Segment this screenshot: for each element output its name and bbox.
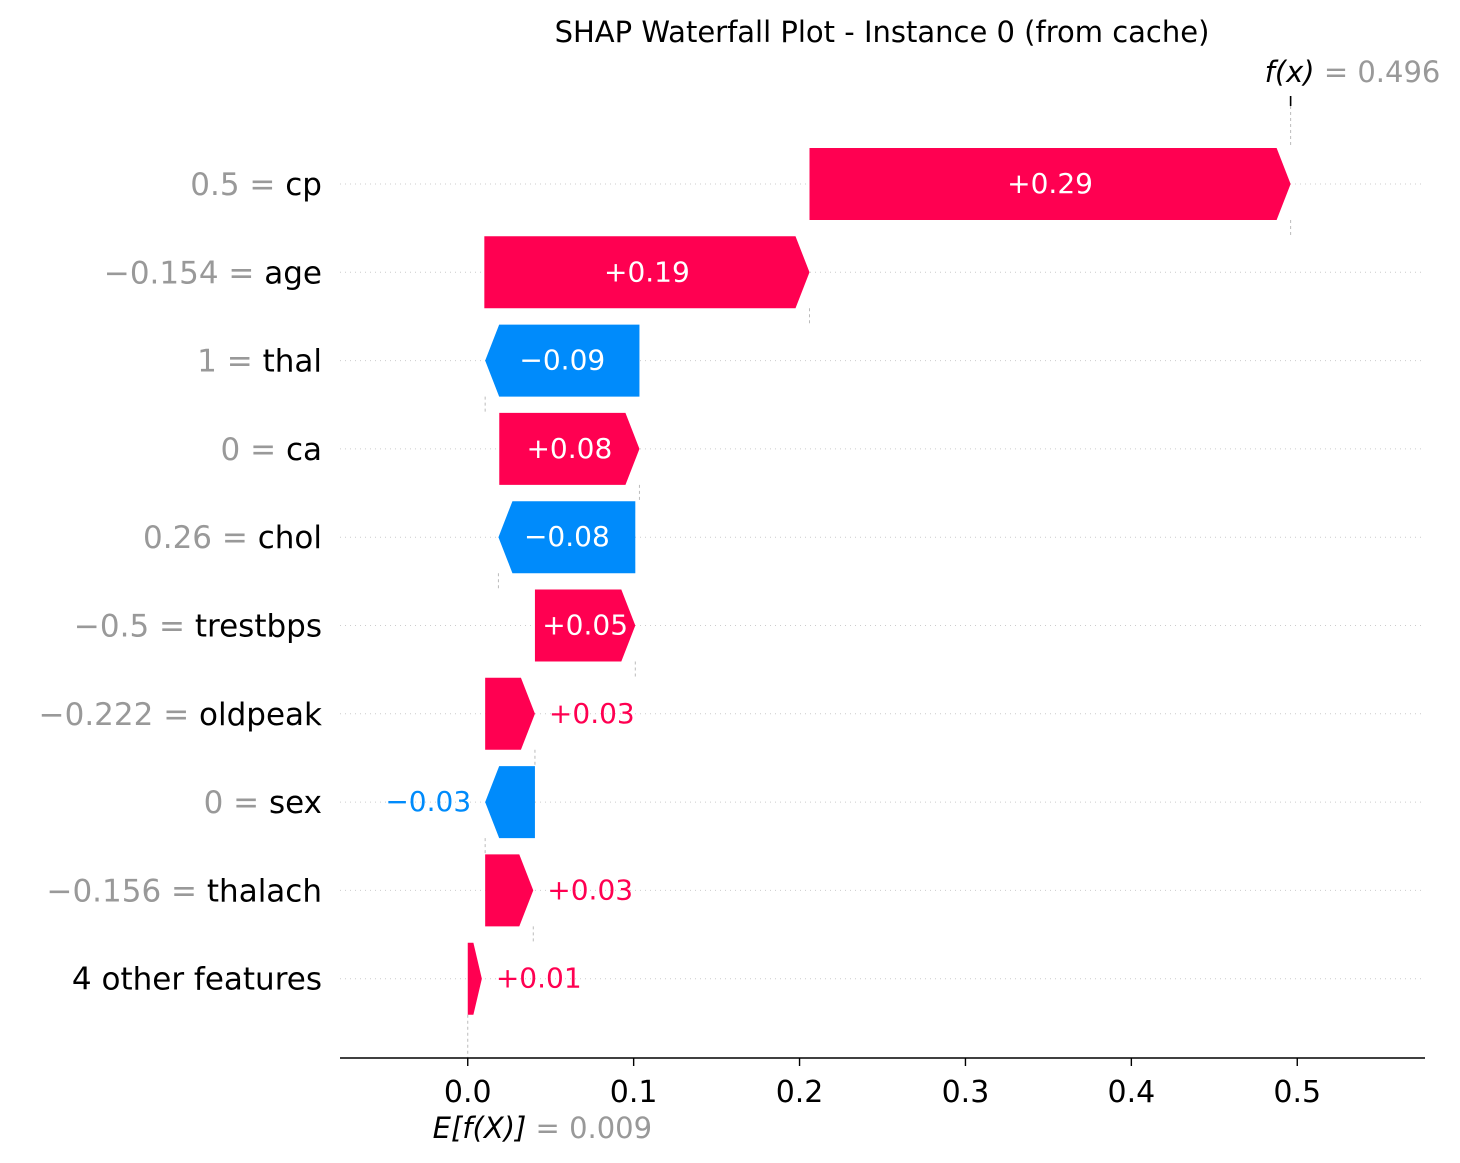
feature-label: −0.156 = thalach [46, 873, 322, 909]
feature-name: sex [269, 785, 322, 821]
feature-name: oldpeak [199, 697, 322, 733]
feature-value: 0.5 = [190, 167, 285, 203]
bar-value-labels: +0.29 +0.19 −0.09 +0.08 −0.08 +0.05 +0.03 −0.03… [385, 167, 1093, 995]
annotations: f(x) = 0.496 E[f(X)] = 0.009 [433, 55, 1441, 1145]
base-value: = 0.009 [526, 1111, 652, 1145]
bar-value-label: −0.08 [524, 520, 610, 553]
feature-label: 0 = sex [204, 785, 322, 821]
feature-name: chol [258, 520, 322, 556]
feature-value: −0.154 = [104, 255, 264, 291]
bar-value-label: +0.08 [526, 432, 612, 465]
chart-title: SHAP Waterfall Plot - Instance 0 (from c… [555, 15, 1210, 49]
bar-4-other-features [467, 942, 482, 1015]
connector-lines [467, 100, 1292, 1058]
bar-value-label: +0.03 [549, 697, 635, 730]
feature-value: 0 = [221, 432, 286, 468]
bar-value-label: −0.03 [385, 785, 471, 818]
bar-ca [499, 412, 640, 485]
feature-label: −0.222 = oldpeak [39, 697, 322, 733]
feature-name: cp [285, 167, 322, 203]
bar-value-label: +0.05 [542, 609, 628, 642]
feature-name: age [264, 255, 322, 291]
x-tick-label: 0.1 [610, 1075, 658, 1110]
bar-value-label: −0.09 [519, 344, 605, 377]
bar-age [484, 236, 810, 309]
feature-label: −0.5 = trestbps [74, 609, 322, 645]
feature-label: 0 = ca [221, 432, 322, 468]
bar-thalach [485, 854, 534, 927]
base-label: E[f(X)] [433, 1111, 527, 1145]
feature-value: −0.5 = [74, 609, 195, 645]
feature-name: thal [263, 344, 322, 380]
bar-oldpeak [485, 677, 535, 750]
x-tick-label: 0.4 [1107, 1075, 1155, 1110]
feature-name: 4 other features [72, 962, 322, 998]
feature-labels: 0.5 = cp −0.154 = age 1 = thal 0 = ca 0.26 =… [39, 167, 322, 998]
x-axis: 0.0 0.1 0.2 0.3 0.4 0.5 [340, 1057, 1425, 1110]
feature-name: trestbps [195, 609, 322, 645]
x-tick-label: 0.5 [1273, 1075, 1321, 1110]
bar-trestbps [534, 589, 636, 662]
bar-value-label: +0.19 [604, 255, 690, 288]
bar-value-label: +0.03 [547, 873, 633, 906]
feature-label: 4 other features [72, 962, 322, 998]
bar-value-label: +0.01 [496, 962, 582, 995]
bar-value-label: +0.29 [1007, 167, 1093, 200]
x-tick-label: 0.0 [444, 1075, 492, 1110]
feature-value: −0.156 = [46, 873, 206, 909]
bar-thal [485, 324, 640, 397]
feature-bars [467, 148, 1291, 1015]
feature-value: 0 = [204, 785, 269, 821]
feature-value: 1 = [197, 344, 262, 380]
output-annotation: f(x) = 0.496 [1265, 55, 1441, 89]
feature-label: −0.154 = age [104, 255, 322, 291]
base-annotation: E[f(X)] = 0.009 [433, 1111, 652, 1145]
feature-value: −0.222 = [39, 697, 199, 733]
feature-label: 0.5 = cp [190, 167, 322, 203]
feature-label: 0.26 = chol [143, 520, 322, 556]
x-tick-label: 0.3 [942, 1075, 990, 1110]
bar-sex [485, 766, 535, 839]
output-value: = 0.496 [1315, 55, 1441, 89]
bar-chol [498, 501, 636, 574]
feature-label: 1 = thal [197, 344, 322, 380]
feature-name: thalach [207, 873, 322, 909]
output-label: f(x) [1265, 55, 1315, 89]
x-tick-label: 0.2 [776, 1075, 824, 1110]
feature-name: ca [286, 432, 322, 468]
bar-cp [809, 148, 1291, 220]
feature-value: 0.26 = [143, 520, 258, 556]
